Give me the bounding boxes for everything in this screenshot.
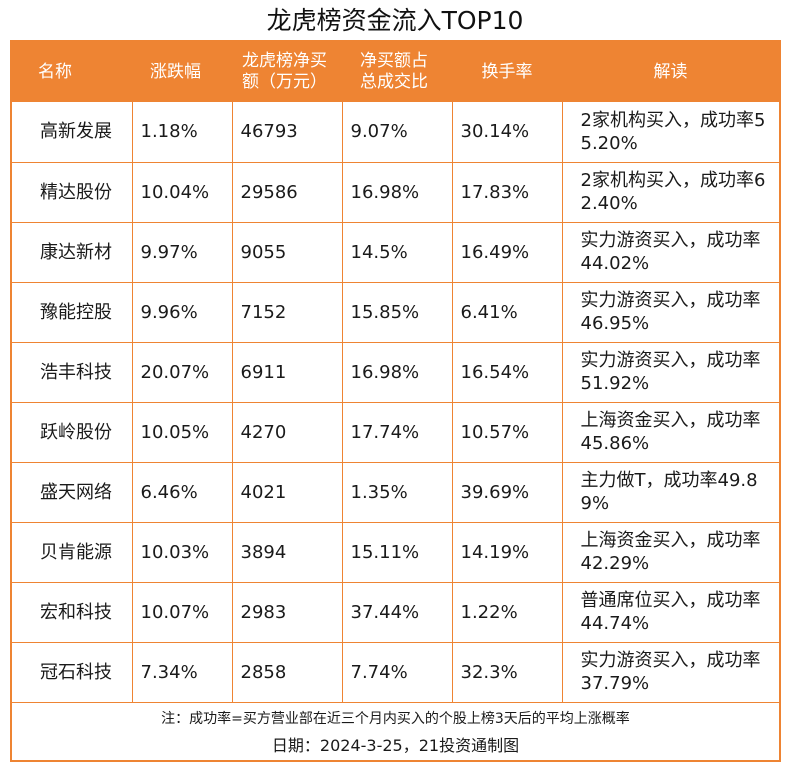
table-row: 跃岭股份 10.05% 4270 17.74% 10.57% 上海资金买入，成功率45.8… bbox=[12, 401, 779, 463]
cell-net-buy: 6911 bbox=[231, 341, 343, 403]
cell-name: 跃岭股份 bbox=[12, 401, 133, 463]
header-name: 名称 bbox=[38, 61, 72, 82]
cell-change: 10.05% bbox=[131, 401, 233, 463]
table-row: 盛天网络 6.46% 4021 1.35% 39.69% 主力做T，成功率49.89% bbox=[12, 461, 779, 523]
cell-note: 主力做T，成功率49.89% bbox=[561, 461, 779, 523]
cell-name: 贝肯能源 bbox=[12, 521, 133, 583]
cell-net-buy: 2983 bbox=[231, 581, 343, 643]
cell-name: 精达股份 bbox=[12, 161, 133, 223]
cell-turnover: 10.57% bbox=[451, 401, 563, 463]
cell-turnover: 39.69% bbox=[451, 461, 563, 523]
cell-change: 9.97% bbox=[131, 221, 233, 283]
data-table: 名称 涨跌幅 龙虎榜净买额（万元） 净买额占总成交比 换手率 解读 高新发展 1.… bbox=[12, 42, 779, 703]
cell-ratio: 9.07% bbox=[341, 102, 453, 163]
cell-note: 实力游资买入，成功率46.95% bbox=[561, 281, 779, 343]
table-row: 康达新材 9.97% 9055 14.5% 16.49% 实力游资买入，成功率44.02% bbox=[12, 221, 779, 283]
header-net-buy: 龙虎榜净买额（万元） bbox=[242, 51, 327, 92]
cell-name: 康达新材 bbox=[12, 221, 133, 283]
header-ratio: 净买额占总成交比 bbox=[360, 51, 428, 92]
cell-ratio: 17.74% bbox=[341, 401, 453, 463]
cell-note: 普通席位买入，成功率44.74% bbox=[561, 581, 779, 643]
cell-ratio: 16.98% bbox=[341, 161, 453, 223]
table-row: 高新发展 1.18% 46793 9.07% 30.14% 2家机构买入，成功率55.20… bbox=[12, 102, 779, 163]
cell-turnover: 16.54% bbox=[451, 341, 563, 403]
cell-note: 实力游资买入，成功率51.92% bbox=[561, 341, 779, 403]
cell-name: 宏和科技 bbox=[12, 581, 133, 643]
cell-net-buy: 4021 bbox=[231, 461, 343, 523]
cell-net-buy: 29586 bbox=[231, 161, 343, 223]
header-note: 解读 bbox=[653, 61, 688, 82]
table-row: 贝肯能源 10.03% 3894 15.11% 14.19% 上海资金买入，成功率42.2… bbox=[12, 521, 779, 583]
date-credit-line: 日期：2024-3-25，21投资通制图 bbox=[271, 736, 520, 755]
cell-ratio: 37.44% bbox=[341, 581, 453, 643]
cell-net-buy: 4270 bbox=[231, 401, 343, 463]
table-row: 浩丰科技 20.07% 6911 16.98% 16.54% 实力游资买入，成功率51.9… bbox=[12, 341, 779, 403]
cell-ratio: 1.35% bbox=[341, 461, 453, 523]
table-frame: 名称 涨跌幅 龙虎榜净买额（万元） 净买额占总成交比 换手率 解读 高新发展 1.… bbox=[10, 40, 781, 762]
table-row: 冠石科技 7.34% 2858 7.74% 32.3% 实力游资买入，成功率37.79% bbox=[12, 641, 779, 703]
cell-turnover: 17.83% bbox=[451, 161, 563, 223]
table-row: 豫能控股 9.96% 7152 15.85% 6.41% 实力游资买入，成功率46.95% bbox=[12, 281, 779, 343]
table-row: 宏和科技 10.07% 2983 37.44% 1.22% 普通席位买入，成功率44.74… bbox=[12, 581, 779, 643]
cell-change: 6.46% bbox=[131, 461, 233, 523]
cell-name: 浩丰科技 bbox=[12, 341, 133, 403]
cell-change: 20.07% bbox=[131, 341, 233, 403]
cell-note: 2家机构买入，成功率62.40% bbox=[561, 161, 779, 223]
header-change: 涨跌幅 bbox=[150, 61, 201, 82]
cell-turnover: 32.3% bbox=[451, 641, 563, 703]
cell-change: 10.07% bbox=[131, 581, 233, 643]
cell-change: 7.34% bbox=[131, 641, 233, 703]
cell-ratio: 7.74% bbox=[341, 641, 453, 703]
cell-turnover: 14.19% bbox=[451, 521, 563, 583]
cell-note: 实力游资买入，成功率37.79% bbox=[561, 641, 779, 703]
cell-ratio: 15.85% bbox=[341, 281, 453, 343]
cell-change: 10.03% bbox=[131, 521, 233, 583]
cell-change: 10.04% bbox=[131, 161, 233, 223]
cell-name: 豫能控股 bbox=[12, 281, 133, 343]
cell-note: 2家机构买入，成功率55.20% bbox=[561, 102, 779, 163]
cell-note: 实力游资买入，成功率44.02% bbox=[561, 221, 779, 283]
cell-net-buy: 46793 bbox=[231, 102, 343, 163]
cell-turnover: 30.14% bbox=[451, 102, 563, 163]
cell-ratio: 15.11% bbox=[341, 521, 453, 583]
cell-turnover: 1.22% bbox=[451, 581, 563, 643]
cell-ratio: 16.98% bbox=[341, 341, 453, 403]
cell-name: 盛天网络 bbox=[12, 461, 133, 523]
cell-turnover: 6.41% bbox=[451, 281, 563, 343]
cell-name: 高新发展 bbox=[12, 102, 133, 163]
footnote: 注：成功率=买方营业部在近三个月内买入的个股上榜3天后的平均上涨概率 bbox=[161, 711, 630, 727]
cell-net-buy: 3894 bbox=[231, 521, 343, 583]
table-row: 精达股份 10.04% 29586 16.98% 17.83% 2家机构买入，成功率62.… bbox=[12, 161, 779, 223]
cell-turnover: 16.49% bbox=[451, 221, 563, 283]
cell-note: 上海资金买入，成功率42.29% bbox=[561, 521, 779, 583]
cell-net-buy: 2858 bbox=[231, 641, 343, 703]
header-turnover: 换手率 bbox=[481, 61, 533, 82]
cell-change: 1.18% bbox=[131, 102, 233, 163]
cell-ratio: 14.5% bbox=[341, 221, 453, 283]
cell-name: 冠石科技 bbox=[12, 641, 133, 703]
table-header: 名称 涨跌幅 龙虎榜净买额（万元） 净买额占总成交比 换手率 解读 bbox=[12, 42, 779, 102]
header-row: 名称 涨跌幅 龙虎榜净买额（万元） 净买额占总成交比 换手率 解读 bbox=[12, 42, 779, 102]
table-body: 高新发展 1.18% 46793 9.07% 30.14% 2家机构买入，成功率55.20… bbox=[12, 102, 779, 703]
page-title: 龙虎榜资金流入TOP10 bbox=[266, 6, 524, 35]
cell-change: 9.96% bbox=[131, 281, 233, 343]
cell-net-buy: 9055 bbox=[231, 221, 343, 283]
cell-note: 上海资金买入，成功率45.86% bbox=[561, 401, 779, 463]
cell-net-buy: 7152 bbox=[231, 281, 343, 343]
